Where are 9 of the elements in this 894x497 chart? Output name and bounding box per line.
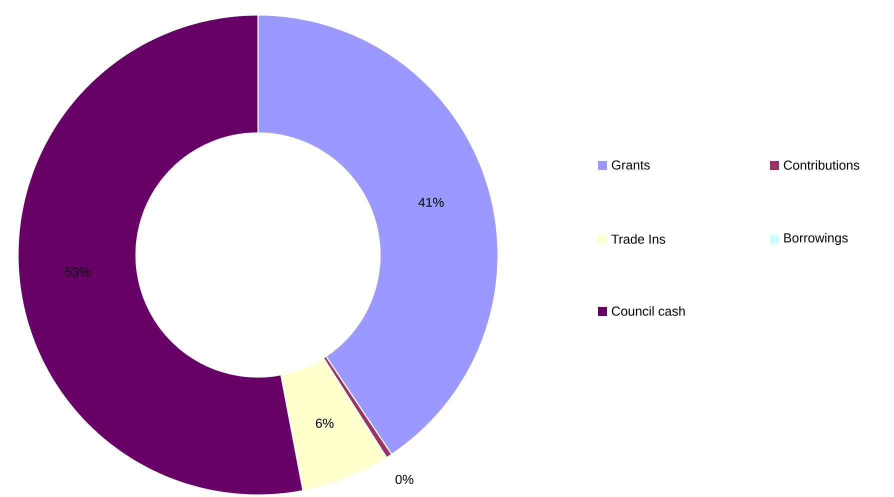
legend-label: Council cash xyxy=(612,306,685,316)
legend-label: Trade Ins xyxy=(612,234,666,244)
legend-label: Borrowings xyxy=(784,232,848,246)
data-label: 41% xyxy=(418,198,444,207)
legend-label: Contributions xyxy=(784,160,860,170)
data-label: 53% xyxy=(65,267,90,277)
legend-label: Grants xyxy=(612,160,650,170)
data-label: 6% xyxy=(316,418,334,428)
data-label: 0% xyxy=(396,474,414,484)
